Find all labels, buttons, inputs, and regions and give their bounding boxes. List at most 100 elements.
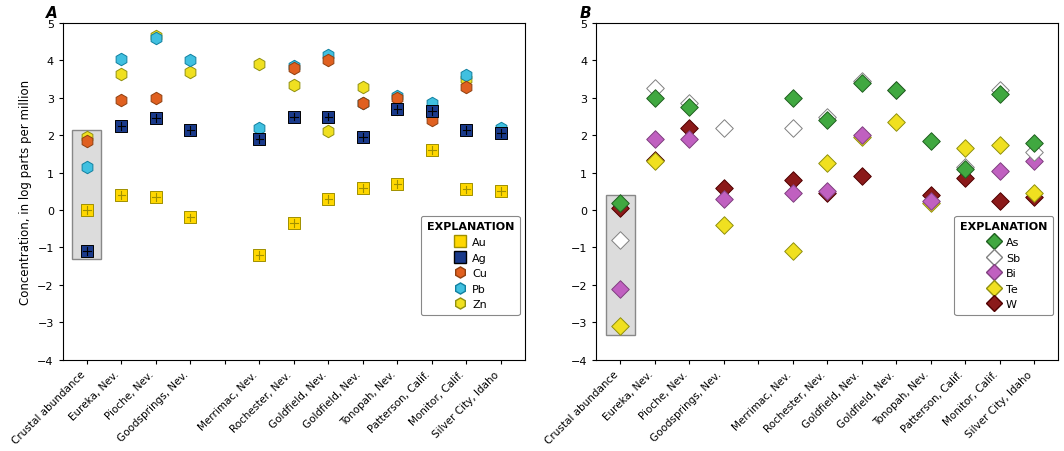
Point — [646, 95, 663, 102]
Point — [79, 207, 96, 214]
Point — [715, 125, 732, 132]
Point — [922, 138, 940, 145]
Point — [320, 196, 337, 203]
Point — [113, 97, 130, 104]
Point — [957, 164, 974, 171]
Point — [493, 125, 510, 132]
Point — [148, 194, 165, 201]
Bar — [605, 196, 635, 336]
Point — [784, 125, 801, 132]
Point — [646, 86, 663, 93]
Point — [458, 84, 475, 91]
Point — [715, 184, 732, 192]
Point — [79, 138, 96, 145]
Point — [992, 142, 1009, 149]
Point — [148, 115, 165, 123]
Point — [113, 123, 130, 130]
Point — [251, 136, 268, 143]
Bar — [72, 130, 101, 259]
Point — [681, 136, 698, 143]
Y-axis label: Concentration, in log parts per million: Concentration, in log parts per million — [19, 79, 32, 304]
Point — [354, 184, 371, 192]
Point — [681, 125, 698, 132]
Text: B: B — [580, 6, 592, 21]
Point — [819, 160, 836, 167]
Point — [887, 119, 904, 126]
Point — [458, 127, 475, 134]
Point — [853, 173, 870, 180]
Point — [612, 205, 629, 212]
Point — [819, 190, 836, 198]
Point — [182, 214, 199, 221]
Point — [354, 101, 371, 108]
Point — [285, 63, 302, 70]
Point — [113, 71, 130, 78]
Point — [423, 117, 440, 124]
Point — [423, 108, 440, 115]
Point — [819, 117, 836, 124]
Point — [1026, 190, 1043, 198]
Point — [887, 87, 904, 95]
Point — [612, 322, 629, 330]
Point — [922, 192, 940, 199]
Point — [423, 106, 440, 113]
Point — [354, 101, 371, 108]
Point — [957, 166, 974, 173]
Point — [79, 248, 96, 255]
Point — [458, 76, 475, 83]
Point — [354, 84, 371, 91]
Point — [493, 129, 510, 136]
Point — [715, 222, 732, 229]
Point — [148, 35, 165, 42]
Point — [148, 95, 165, 102]
Point — [389, 93, 406, 101]
Point — [819, 114, 836, 121]
Point — [458, 73, 475, 80]
Point — [389, 106, 406, 113]
Point — [784, 248, 801, 255]
Point — [853, 78, 870, 85]
Point — [113, 56, 130, 63]
Point — [612, 285, 629, 293]
Point — [423, 147, 440, 154]
Point — [148, 33, 165, 41]
Point — [320, 58, 337, 65]
Point — [819, 188, 836, 195]
Legend: Au, Ag, Cu, Pb, Zn: Au, Ag, Cu, Pb, Zn — [421, 216, 519, 315]
Point — [285, 82, 302, 89]
Point — [113, 192, 130, 199]
Point — [354, 134, 371, 142]
Point — [182, 58, 199, 65]
Point — [887, 87, 904, 95]
Point — [320, 52, 337, 60]
Point — [1026, 194, 1043, 201]
Point — [853, 132, 870, 139]
Point — [320, 114, 337, 121]
Point — [784, 95, 801, 102]
Point — [992, 91, 1009, 98]
Point — [285, 220, 302, 227]
Point — [285, 114, 302, 121]
Point — [79, 164, 96, 171]
Text: A: A — [47, 6, 59, 21]
Point — [320, 129, 337, 136]
Point — [251, 252, 268, 259]
Point — [612, 237, 629, 244]
Point — [784, 190, 801, 198]
Point — [922, 198, 940, 205]
Point — [389, 106, 406, 113]
Point — [182, 127, 199, 134]
Point — [784, 177, 801, 184]
Point — [1026, 149, 1043, 156]
Point — [79, 134, 96, 142]
Point — [957, 175, 974, 183]
Point — [612, 199, 629, 207]
Legend: As, Sb, Bi, Te, W: As, Sb, Bi, Te, W — [954, 216, 1053, 315]
Point — [922, 199, 940, 207]
Point — [646, 158, 663, 166]
Point — [423, 101, 440, 108]
Point — [992, 87, 1009, 95]
Point — [992, 198, 1009, 205]
Point — [182, 69, 199, 76]
Point — [285, 65, 302, 72]
